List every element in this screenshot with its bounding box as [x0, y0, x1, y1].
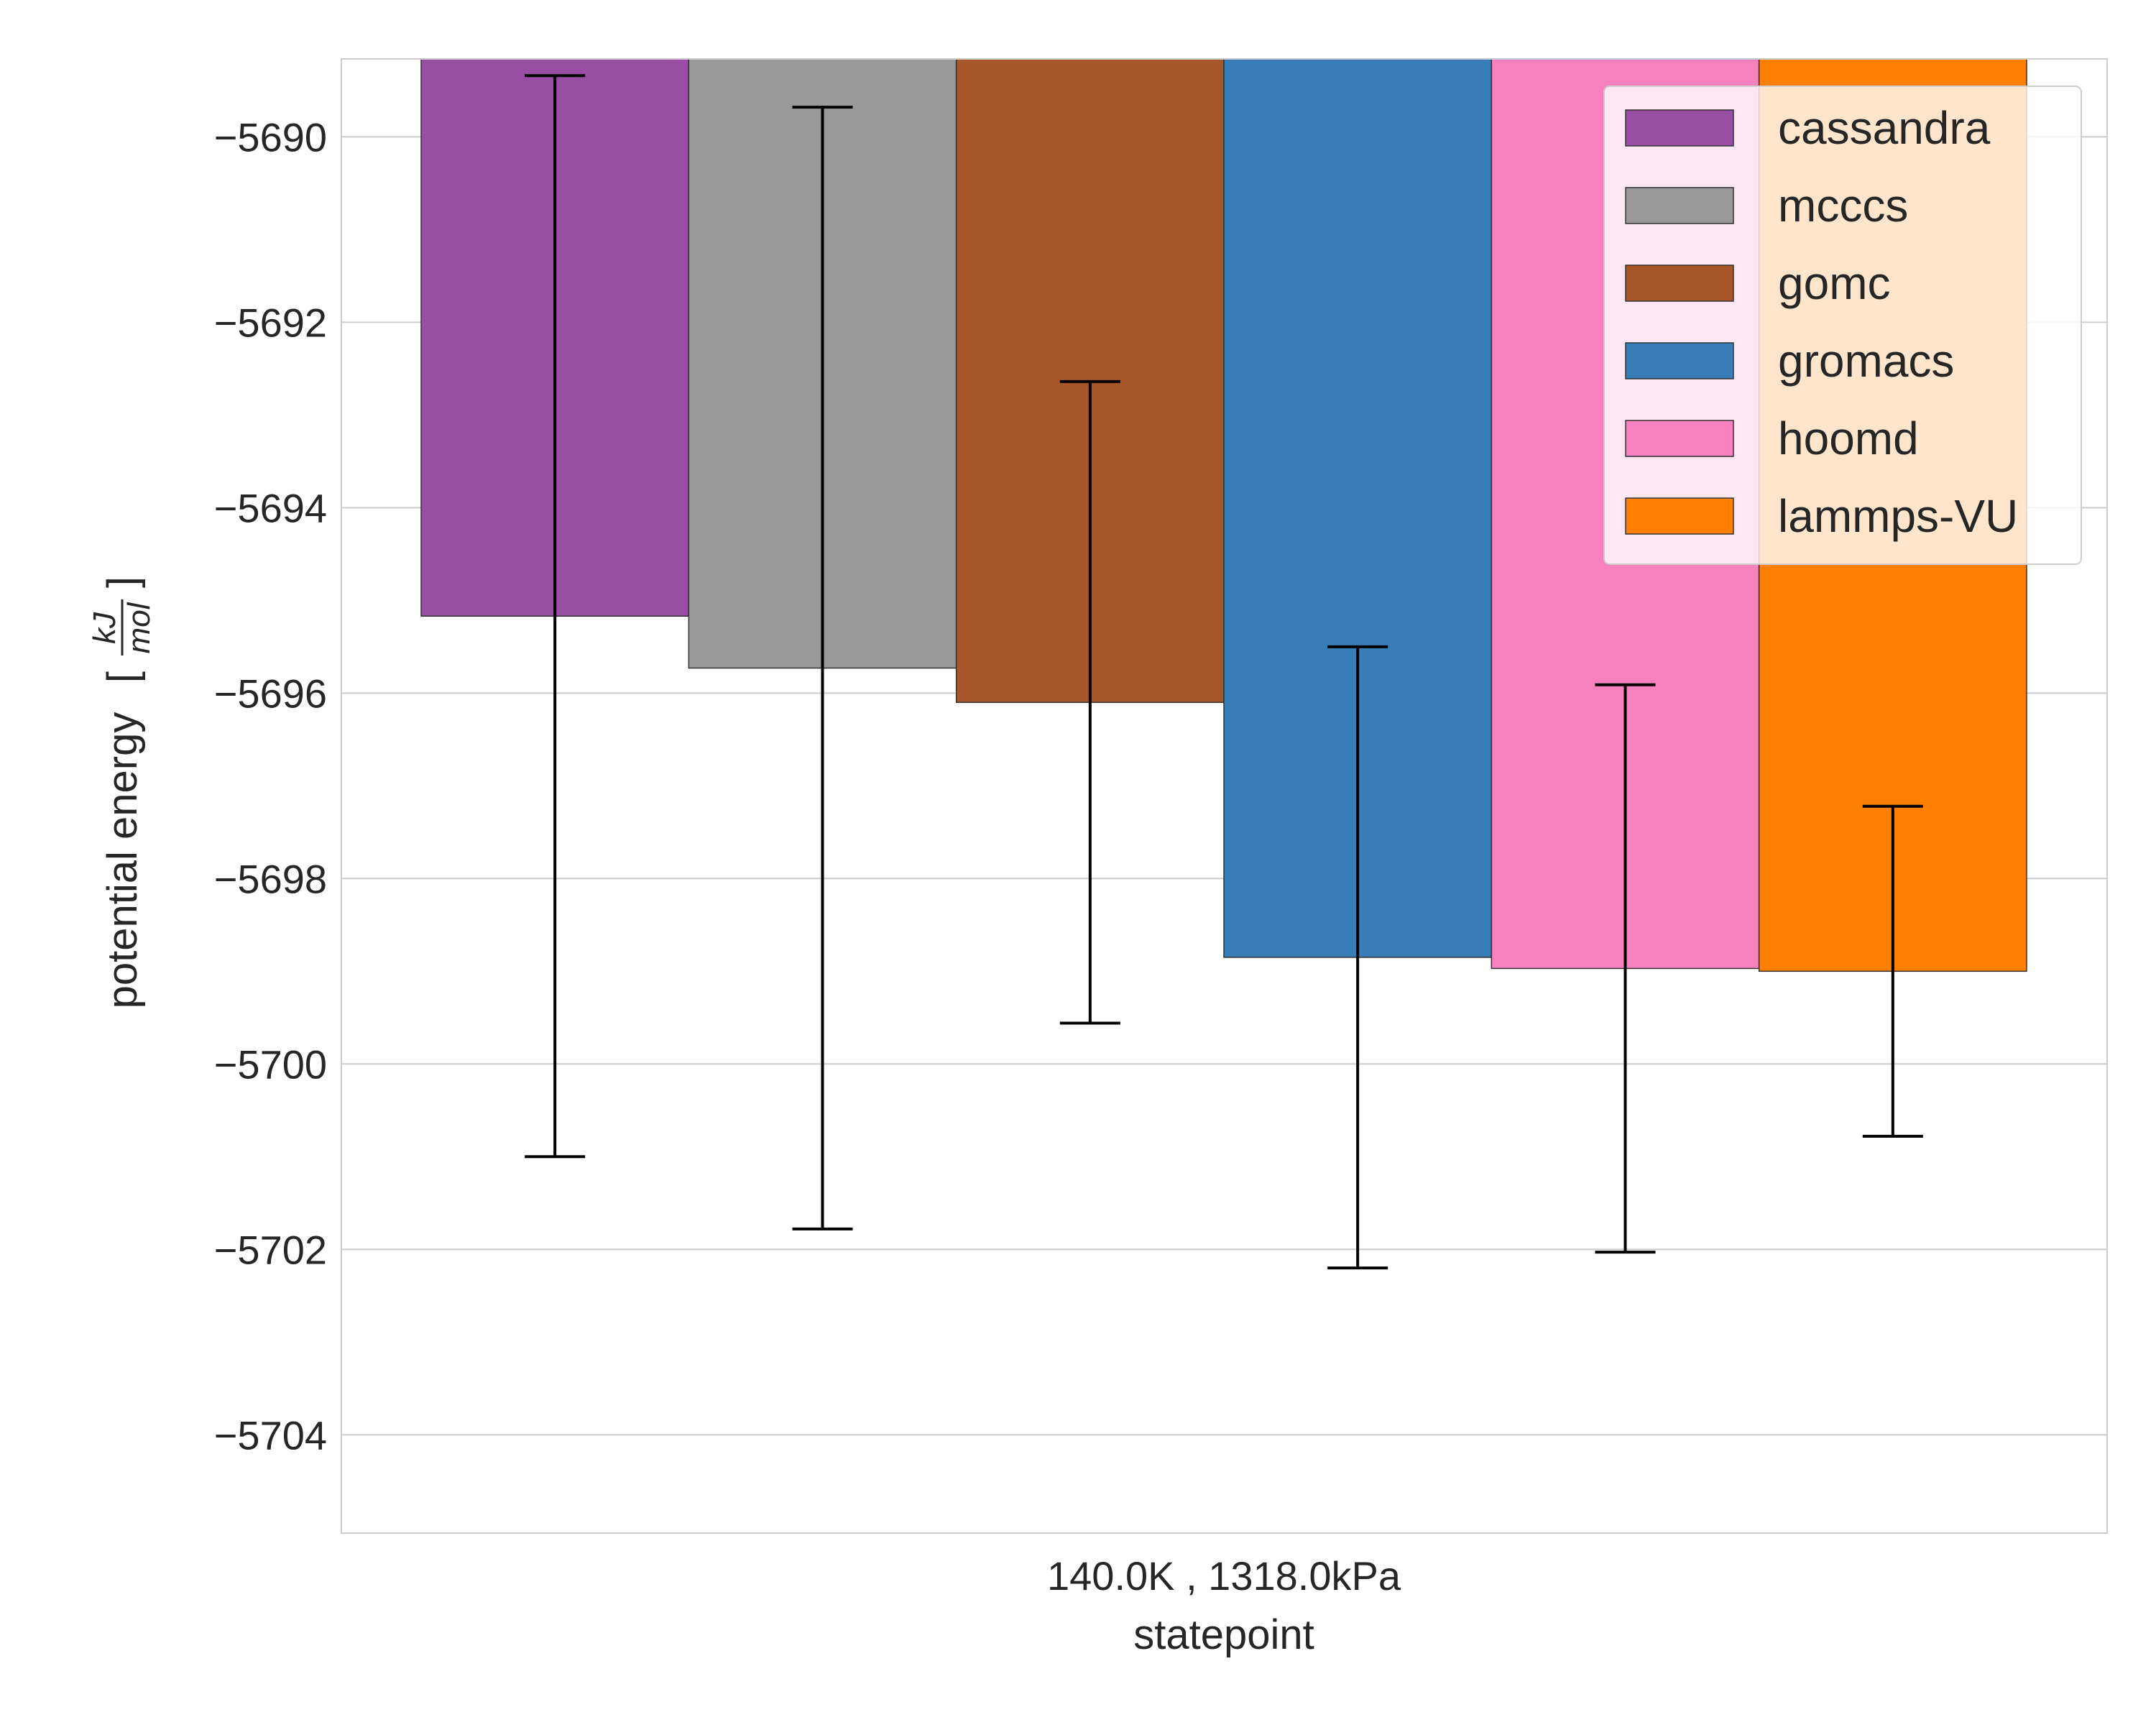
legend-label-cassandra: cassandra [1778, 102, 1991, 154]
legend-swatch-mcccs [1625, 187, 1734, 224]
legend-swatch-lammps-VU [1625, 497, 1734, 535]
unit-numerator: kJ [87, 612, 122, 644]
y-tick-label: −5704 [214, 1412, 327, 1458]
y-tick-label: −5702 [214, 1227, 327, 1272]
y-axis-label-text: potential energy [99, 712, 146, 1009]
y-tick-label: −5690 [214, 114, 327, 160]
legend-items: cassandra mcccs gomc gromacs hoomd lammps-VU [1625, 102, 2018, 542]
y-tick-label: −5700 [214, 1041, 327, 1087]
plot-frame [341, 58, 2108, 1534]
legend: cassandra mcccs gomc gromacs hoomd lammps-VU [1603, 86, 2082, 565]
y-tick-label: −5694 [214, 485, 327, 530]
x-tick-labels: 140.0K , 1318.0kPa [1047, 1553, 1401, 1598]
legend-label-lammps-VU: lammps-VU [1778, 490, 2018, 542]
x-axis-label: statepoint [1133, 1611, 1314, 1658]
unit-bracket-close: ] [99, 576, 146, 588]
y-tick-label: −5692 [214, 300, 327, 345]
legend-swatch-hoomd [1625, 420, 1734, 457]
y-tick-label: −5698 [214, 856, 327, 901]
y-tick-label: −5696 [214, 671, 327, 716]
y-tick-labels: −5690 −5692 −5694 −5696 −5698 −5700 −5702 −5704 [214, 114, 327, 1458]
legend-label-gomc: gomc [1778, 257, 1891, 309]
y-axis-label: potential energy [ kJ mol ] [87, 576, 157, 1008]
unit-denominator: mol [121, 602, 157, 653]
error-bars [525, 74, 1923, 1270]
x-tick-label: 140.0K , 1318.0kPa [1047, 1553, 1401, 1598]
legend-swatch-cassandra [1625, 109, 1734, 147]
legend-swatch-gromacs [1625, 342, 1734, 380]
legend-label-hoomd: hoomd [1778, 413, 1919, 464]
legend-label-gromacs: gromacs [1778, 335, 1954, 387]
legend-label-mcccs: mcccs [1778, 180, 1908, 231]
legend-swatch-gomc [1625, 264, 1734, 302]
unit-bracket-open: [ [99, 671, 146, 683]
